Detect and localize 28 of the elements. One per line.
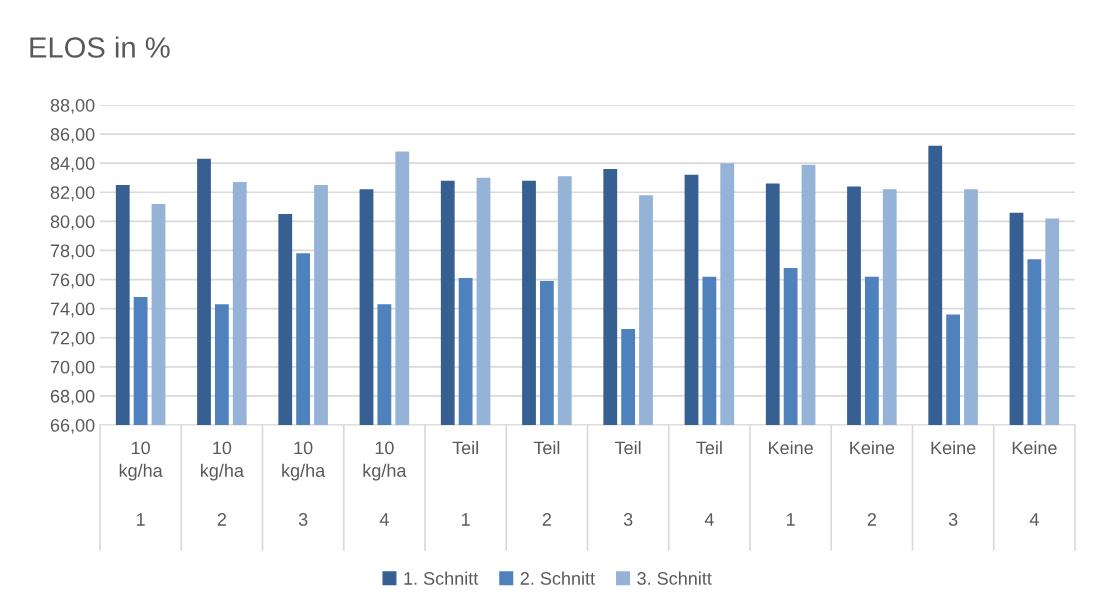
category-label: Keine 1 <box>769 441 813 526</box>
y-tick-label: 80,00 <box>50 215 95 231</box>
y-tick-label: 82,00 <box>50 186 95 202</box>
category-label: Keine 4 <box>1012 441 1057 526</box>
category-label: Keine 2 <box>850 441 895 526</box>
y-tick-label: 76,00 <box>50 273 95 289</box>
category-label: 10 kg/ha 3 <box>282 441 326 526</box>
category-label: 10 kg/ha 4 <box>363 441 407 526</box>
category-label: Teil 1 <box>452 441 478 526</box>
category-label: Teil 3 <box>614 441 641 526</box>
y-tick-label: 86,00 <box>50 128 95 143</box>
y-tick-label: 74,00 <box>50 302 95 318</box>
y-tick-label: 78,00 <box>50 244 95 260</box>
category-label: Teil 2 <box>533 441 560 526</box>
y-tick-label: 66,00 <box>50 418 95 434</box>
y-tick-label: 72,00 <box>50 331 95 347</box>
y-tick-label: 70,00 <box>50 360 95 376</box>
category-label: Keine 3 <box>931 441 976 526</box>
y-tick-label: 88,00 <box>50 98 95 114</box>
category-label: 10 kg/ha 1 <box>119 441 163 526</box>
legend-label: 1. Schnitt <box>404 571 479 585</box>
legend-label: 2. Schnitt <box>520 571 595 585</box>
legend-label: 3. Schnitt <box>637 571 712 585</box>
category-label: Teil 4 <box>696 441 722 526</box>
category-label: 10 kg/ha 2 <box>201 441 244 526</box>
y-tick-label: 68,00 <box>50 389 95 405</box>
y-tick-label: 84,00 <box>50 157 95 173</box>
chart-title: ELOS in % <box>30 36 170 58</box>
